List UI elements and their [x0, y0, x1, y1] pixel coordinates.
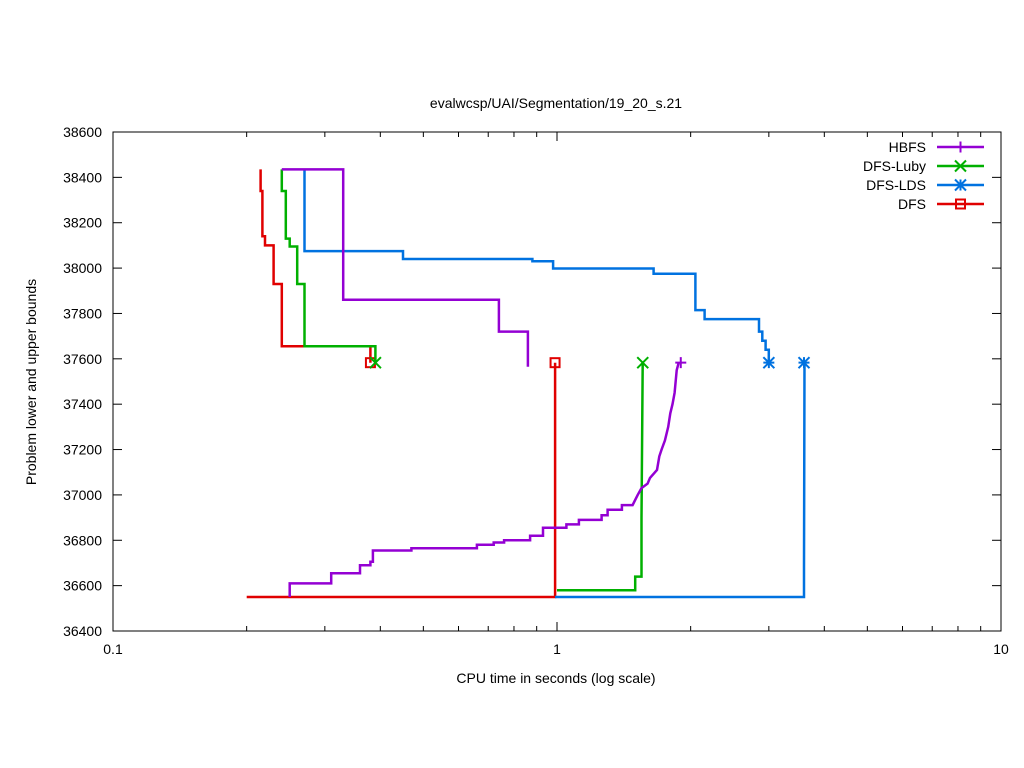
plot-frame: [112, 131, 1002, 632]
data-point-dfs-lds: [797, 356, 811, 369]
series-line-dfs-upper-bound: [259, 169, 372, 363]
legend-entry-hbfs: HBFS: [889, 139, 984, 155]
data-point-hbfs: [675, 357, 687, 369]
series-line-hbfs-lower-bound: [288, 362, 680, 597]
data-point-dfs-lds: [762, 356, 776, 369]
series-dfs-lds: [303, 169, 811, 599]
legend: HBFS DFS-Luby DFS-LDS DFS: [863, 139, 984, 212]
y-tick-label: 38600: [63, 124, 102, 140]
y-tick-label: 36600: [63, 578, 102, 594]
series-line-dfs-lds-upper-bound: [303, 169, 771, 363]
legend-marker-dfs: [955, 198, 966, 210]
y-axis-label: Problem lower and upper bounds: [23, 279, 39, 485]
chart-title: evalwcsp/UAI/Segmentation/19_20_s.21: [430, 95, 682, 111]
y-tick-label: 37400: [63, 396, 102, 412]
legend-marker-dfs-luby: [954, 159, 967, 173]
series-line-dfs-luby-upper-bound: [280, 169, 377, 363]
legend-label-dfs-luby: DFS-Luby: [863, 158, 926, 174]
x-tick-label: 0.1: [103, 641, 123, 657]
y-tick-label: 37800: [63, 305, 102, 321]
legend-entry-dfs-lds: DFS-LDS: [866, 177, 984, 193]
plot-layer: [246, 168, 811, 599]
series-line-hbfs-upper-bound: [281, 168, 530, 367]
legend-label-dfs-lds: DFS-LDS: [866, 177, 926, 193]
series-line-dfs-luby-lower-bound: [557, 362, 644, 592]
legend-label-dfs: DFS: [898, 196, 926, 212]
data-point-dfs-luby: [636, 356, 649, 369]
y-tick-label: 38400: [63, 169, 102, 185]
data-point-dfs: [549, 357, 561, 369]
y-tick-label: 37600: [63, 351, 102, 367]
legend-marker-hbfs: [955, 141, 966, 153]
legend-entry-dfs: DFS: [898, 196, 984, 212]
axes-layer: 36400 36600 36800 37000 37200 37400 37600 37800…: [63, 124, 1009, 657]
data-point-dfs-luby: [369, 356, 382, 369]
y-tick-label: 37000: [63, 487, 102, 503]
y-tick-label: 38000: [63, 260, 102, 276]
x-axis-label: CPU time in seconds (log scale): [456, 670, 655, 686]
x-tick-label: 1: [553, 641, 561, 657]
series-line-dfs-lds-lower-bound: [555, 362, 806, 599]
series-dfs-luby: [280, 169, 649, 592]
y-tick-label: 36800: [63, 532, 102, 548]
legend-marker-dfs-lds: [954, 178, 967, 192]
y-tick-label: 38200: [63, 215, 102, 231]
legend-entry-dfs-luby: DFS-Luby: [863, 158, 984, 174]
series-hbfs: [281, 168, 687, 597]
y-tick-label: 37200: [63, 442, 102, 458]
legend-label-hbfs: HBFS: [889, 139, 926, 155]
x-tick-label: 10: [993, 641, 1009, 657]
y-tick-label: 36400: [63, 623, 102, 639]
